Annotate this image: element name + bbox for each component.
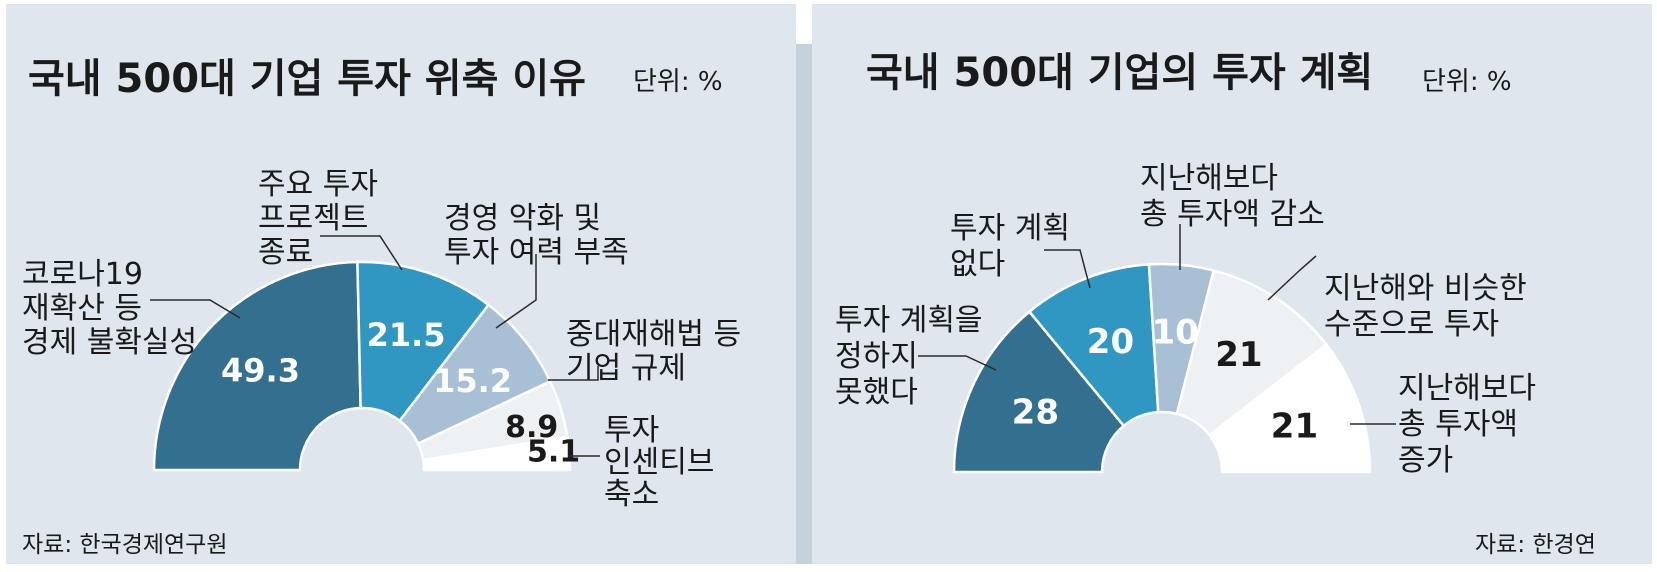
chart-title: 국내 500대 기업 투자 위축 이유 <box>28 56 586 102</box>
category-label: 축소 <box>604 477 659 512</box>
category-label: 투자 계획을 <box>835 303 983 338</box>
category-label: 정하지 <box>835 339 918 374</box>
category-label: 주요 투자 <box>258 167 378 202</box>
value-label: 49.3 <box>221 352 300 390</box>
category-label: 인센티브 <box>604 445 714 480</box>
panel-divider <box>796 44 812 564</box>
category-label: 지난해보다 <box>1140 161 1278 196</box>
category-label: 경제 불확실성 <box>22 325 197 360</box>
category-label: 증가 <box>1398 443 1453 478</box>
leader-line <box>150 299 241 319</box>
category-label: 경영 악화 및 <box>444 201 601 236</box>
slice-1 <box>152 260 362 472</box>
category-label: 지난해와 비슷한 <box>1324 271 1527 306</box>
category-label: 종료 <box>258 235 313 270</box>
value-label: 10 <box>1152 313 1199 353</box>
value-label: 21.5 <box>367 316 446 354</box>
category-label: 중대재해법 등 <box>566 317 741 352</box>
source-label: 자료: 한경연 <box>1475 532 1596 558</box>
leader-line <box>1044 249 1091 289</box>
chart-title: 국내 500대 기업의 투자 계획 <box>866 50 1373 96</box>
unit-label: 단위: % <box>633 67 723 97</box>
leader-line <box>918 355 997 371</box>
value-label: 20 <box>1087 322 1134 362</box>
slice-5 <box>1207 342 1372 474</box>
category-label: 수준으로 투자 <box>1324 307 1499 342</box>
unit-label: 단위: % <box>1422 67 1512 97</box>
category-label: 재확산 등 <box>22 291 142 326</box>
slice-2 <box>356 260 491 423</box>
slice-2 <box>1027 263 1160 428</box>
value-label: 21 <box>1271 407 1318 447</box>
slice-5 <box>421 435 572 472</box>
leader-line <box>495 254 537 329</box>
category-label: 없다 <box>950 247 1005 282</box>
category-label: 총 투자액 감소 <box>1140 197 1325 232</box>
category-label: 지난해보다 <box>1398 371 1536 406</box>
value-label: 21 <box>1215 335 1262 375</box>
category-label: 총 투자액 <box>1398 407 1518 442</box>
category-label: 프로젝트 <box>258 201 368 236</box>
leader-line <box>548 366 599 381</box>
slice-4 <box>1175 269 1329 437</box>
value-label: 28 <box>1012 392 1059 432</box>
leader-line <box>1267 255 1317 301</box>
slice-1 <box>952 309 1126 474</box>
category-label: 투자 <box>604 413 659 448</box>
source-label: 자료: 한국경제연구원 <box>22 532 228 558</box>
category-label: 코로나19 <box>22 257 143 292</box>
category-label: 투자 계획 <box>950 211 1070 246</box>
value-label: 5.1 <box>527 435 580 470</box>
category-label: 못했다 <box>835 375 918 410</box>
value-label: 15.2 <box>433 362 512 400</box>
leader-line <box>320 235 403 271</box>
